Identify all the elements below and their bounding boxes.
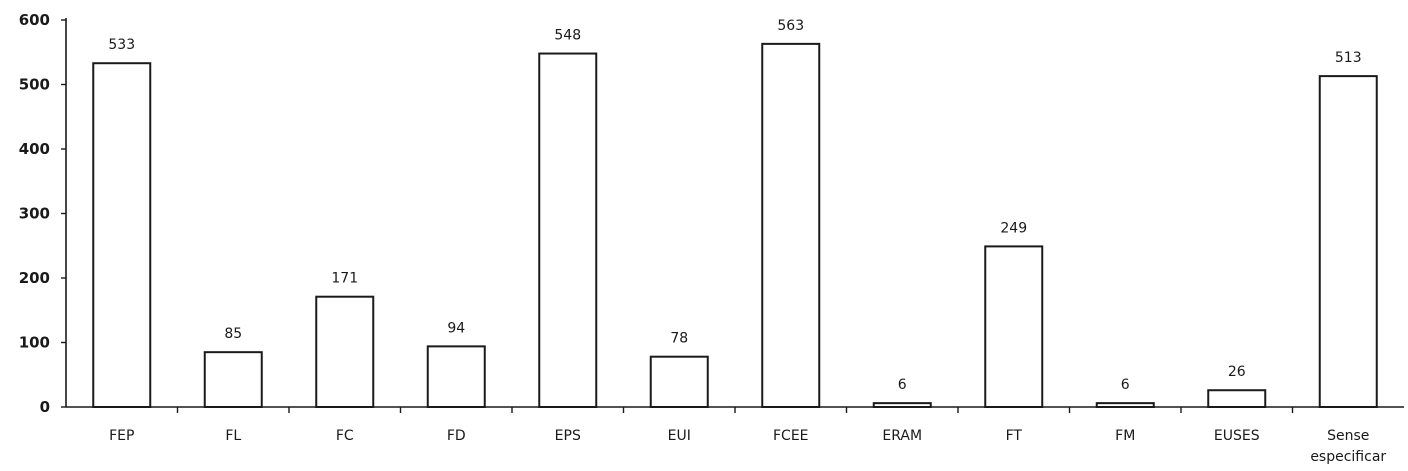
x-tick-label: EPS <box>555 428 581 444</box>
x-tick-label: FT <box>1006 428 1023 444</box>
y-tick-label: 200 <box>19 269 50 287</box>
x-tick-label: FEP <box>109 428 134 444</box>
x-tick-label: Sense especificar <box>1310 428 1386 465</box>
bar-euses <box>1207 389 1267 409</box>
bar-eps <box>538 52 598 408</box>
bar-sense-especificar <box>1318 75 1378 409</box>
data-label: 513 <box>1335 50 1362 66</box>
bar-fep <box>92 62 152 409</box>
bar-fl <box>203 351 263 408</box>
x-tick-label: FL <box>225 428 241 444</box>
y-tick-label: 300 <box>19 205 50 223</box>
y-tick-label: 400 <box>19 140 50 158</box>
data-label: 6 <box>1121 377 1130 393</box>
bar-fm <box>1095 402 1155 409</box>
data-label: 6 <box>898 377 907 393</box>
data-label: 85 <box>224 326 242 342</box>
data-label: 171 <box>331 271 358 287</box>
y-axis: 0 100 200 300 400 500 600 <box>19 11 67 416</box>
x-tick-label: FM <box>1115 428 1135 444</box>
x-tick-label: EUI <box>668 428 691 444</box>
x-axis: FEP FL FC FD EPS EUI FCEE ERAM FT FM EUSES Sense esp… <box>66 406 1404 465</box>
bar-eui <box>649 355 709 409</box>
bars <box>92 42 1378 409</box>
bar-fd <box>426 345 486 408</box>
y-tick-label: 100 <box>19 334 50 352</box>
x-tick-label: ERAM <box>882 428 922 444</box>
x-tick-label: FC <box>336 428 354 444</box>
data-label: 94 <box>447 320 465 336</box>
data-label: 78 <box>670 331 688 347</box>
data-label: 533 <box>108 37 135 53</box>
data-label: 26 <box>1228 364 1246 380</box>
bar-eram <box>872 402 932 409</box>
x-tick-label: FCEE <box>773 428 809 444</box>
bar-ft <box>984 245 1044 408</box>
y-tick-label: 500 <box>19 76 50 94</box>
data-label: 249 <box>1000 220 1027 236</box>
bar-fcee <box>761 42 821 409</box>
bar-fc <box>315 295 375 408</box>
data-labels: 533 85 171 94 548 78 563 6 249 6 26 513 <box>108 18 1361 393</box>
y-tick-label: 0 <box>40 398 50 416</box>
y-tick-label: 600 <box>19 11 50 29</box>
data-label: 563 <box>777 18 804 34</box>
x-tick-label: FD <box>447 428 466 444</box>
x-tick-label: EUSES <box>1214 428 1260 444</box>
data-label: 548 <box>554 28 581 44</box>
